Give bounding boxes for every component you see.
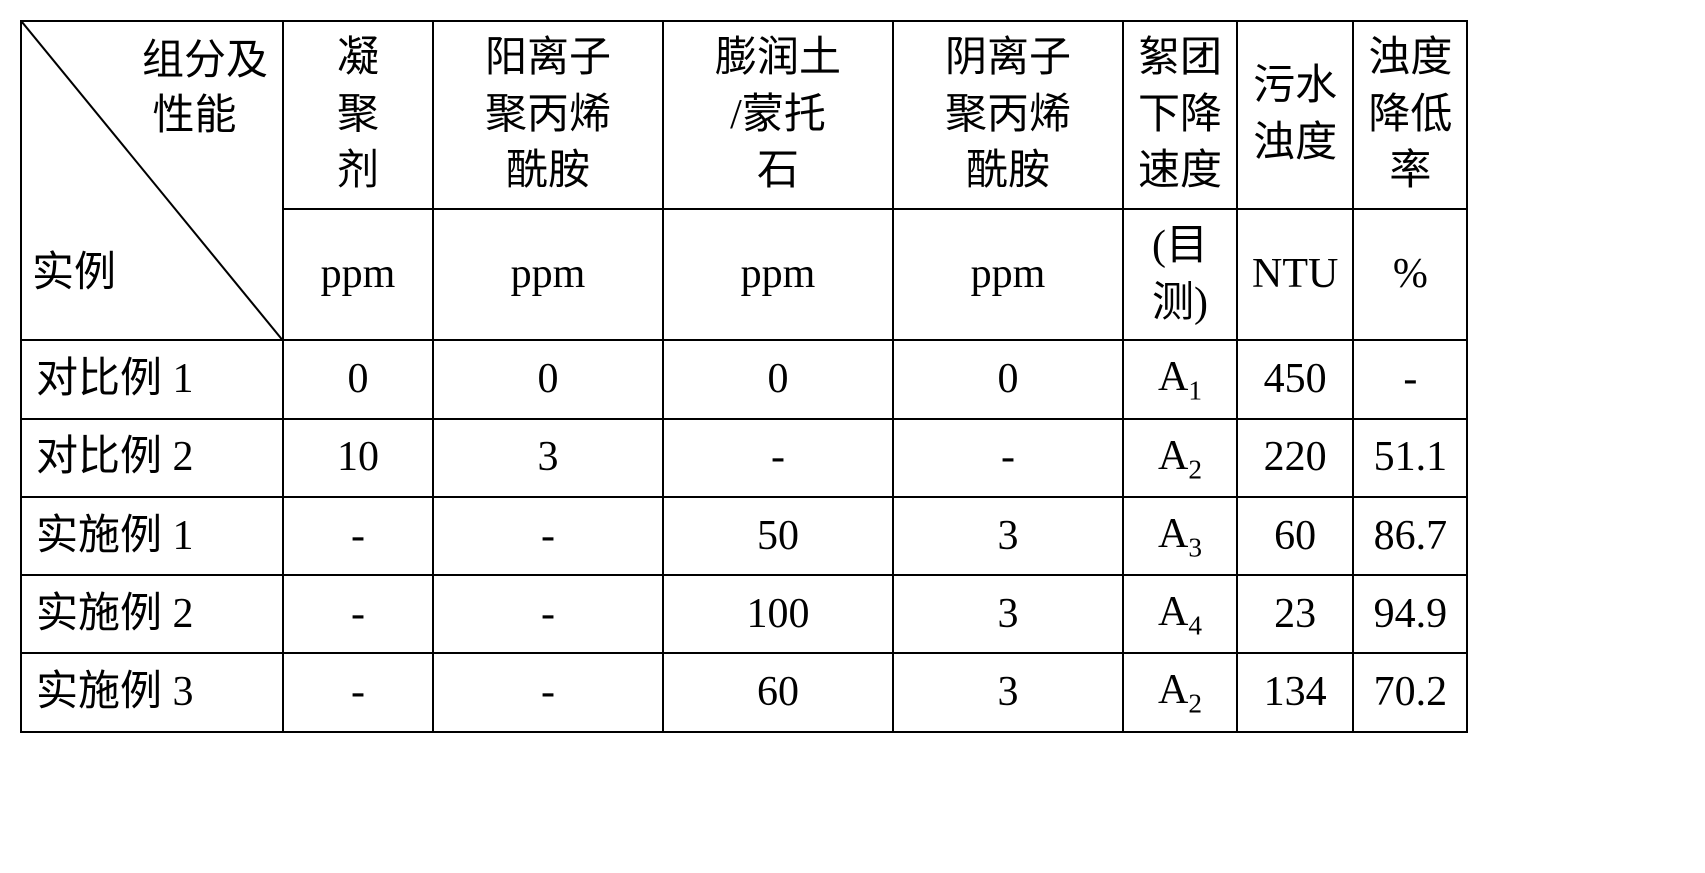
table-row: 对比例 2 10 3 - - A2 220 51.1: [21, 419, 1467, 497]
cell: 51.1: [1353, 419, 1467, 497]
unit-anionic-pam: ppm: [893, 209, 1123, 340]
diag-top-l2: 性能: [152, 93, 236, 139]
cell: A2: [1123, 419, 1237, 497]
cell: 10: [283, 419, 433, 497]
cell: 0: [283, 340, 433, 418]
cell: A2: [1123, 653, 1237, 731]
cell: -: [663, 419, 893, 497]
cell: A4: [1123, 575, 1237, 653]
col-header-cationic-pam: 阳离子 聚丙烯 酰胺: [433, 21, 663, 209]
cell: -: [433, 653, 663, 731]
unit-reduction-rate: %: [1353, 209, 1467, 340]
cell: -: [1353, 340, 1467, 418]
row-label: 对比例 1: [21, 340, 283, 418]
cell: 0: [893, 340, 1123, 418]
header-row-1: 组分及 性能 实例 凝 聚 剂 阳离子 聚丙烯 酰胺 膨润土 /蒙托 石 阴离子…: [21, 21, 1467, 209]
cell: 94.9: [1353, 575, 1467, 653]
cell: 60: [663, 653, 893, 731]
cell: -: [893, 419, 1123, 497]
cell: 60: [1237, 497, 1353, 575]
cell: -: [283, 575, 433, 653]
cell: A3: [1123, 497, 1237, 575]
cell: -: [283, 653, 433, 731]
cell: -: [283, 497, 433, 575]
unit-turbidity: NTU: [1237, 209, 1353, 340]
cell: 450: [1237, 340, 1353, 418]
table-row: 实施例 3 - - 60 3 A2 134 70.2: [21, 653, 1467, 731]
unit-coagulant: ppm: [283, 209, 433, 340]
cell: 23: [1237, 575, 1353, 653]
col-header-turbidity: 污水 浊度: [1237, 21, 1353, 209]
row-label: 对比例 2: [21, 419, 283, 497]
cell: 3: [433, 419, 663, 497]
table-row: 实施例 1 - - 50 3 A3 60 86.7: [21, 497, 1467, 575]
diagonal-header-cell: 组分及 性能 实例: [21, 21, 283, 340]
col-header-anionic-pam: 阴离子 聚丙烯 酰胺: [893, 21, 1123, 209]
cell: 220: [1237, 419, 1353, 497]
table-row: 对比例 1 0 0 0 0 A1 450 -: [21, 340, 1467, 418]
cell: 3: [893, 575, 1123, 653]
diag-top-label: 组分及 性能: [142, 34, 268, 143]
cell: -: [433, 497, 663, 575]
diag-bottom-label: 实例: [32, 245, 116, 302]
cell: 100: [663, 575, 893, 653]
cell: 70.2: [1353, 653, 1467, 731]
data-table-container: 组分及 性能 实例 凝 聚 剂 阳离子 聚丙烯 酰胺 膨润土 /蒙托 石 阴离子…: [20, 20, 1468, 733]
diag-top-l1: 组分及: [142, 38, 268, 84]
cell: 134: [1237, 653, 1353, 731]
col-header-bentonite: 膨润土 /蒙托 石: [663, 21, 893, 209]
cell: 0: [433, 340, 663, 418]
unit-bentonite: ppm: [663, 209, 893, 340]
cell: 50: [663, 497, 893, 575]
table-row: 实施例 2 - - 100 3 A4 23 94.9: [21, 575, 1467, 653]
cell: 86.7: [1353, 497, 1467, 575]
cell: 3: [893, 653, 1123, 731]
data-table: 组分及 性能 实例 凝 聚 剂 阳离子 聚丙烯 酰胺 膨润土 /蒙托 石 阴离子…: [20, 20, 1468, 733]
row-label: 实施例 2: [21, 575, 283, 653]
cell: 0: [663, 340, 893, 418]
row-label: 实施例 3: [21, 653, 283, 731]
unit-floc-speed: (目 测): [1123, 209, 1237, 340]
cell: 3: [893, 497, 1123, 575]
cell: A1: [1123, 340, 1237, 418]
row-label: 实施例 1: [21, 497, 283, 575]
cell: -: [433, 575, 663, 653]
col-header-reduction-rate: 浊度 降低 率: [1353, 21, 1467, 209]
col-header-coagulant: 凝 聚 剂: [283, 21, 433, 209]
unit-cationic-pam: ppm: [433, 209, 663, 340]
col-header-floc-speed: 絮团 下降 速度: [1123, 21, 1237, 209]
